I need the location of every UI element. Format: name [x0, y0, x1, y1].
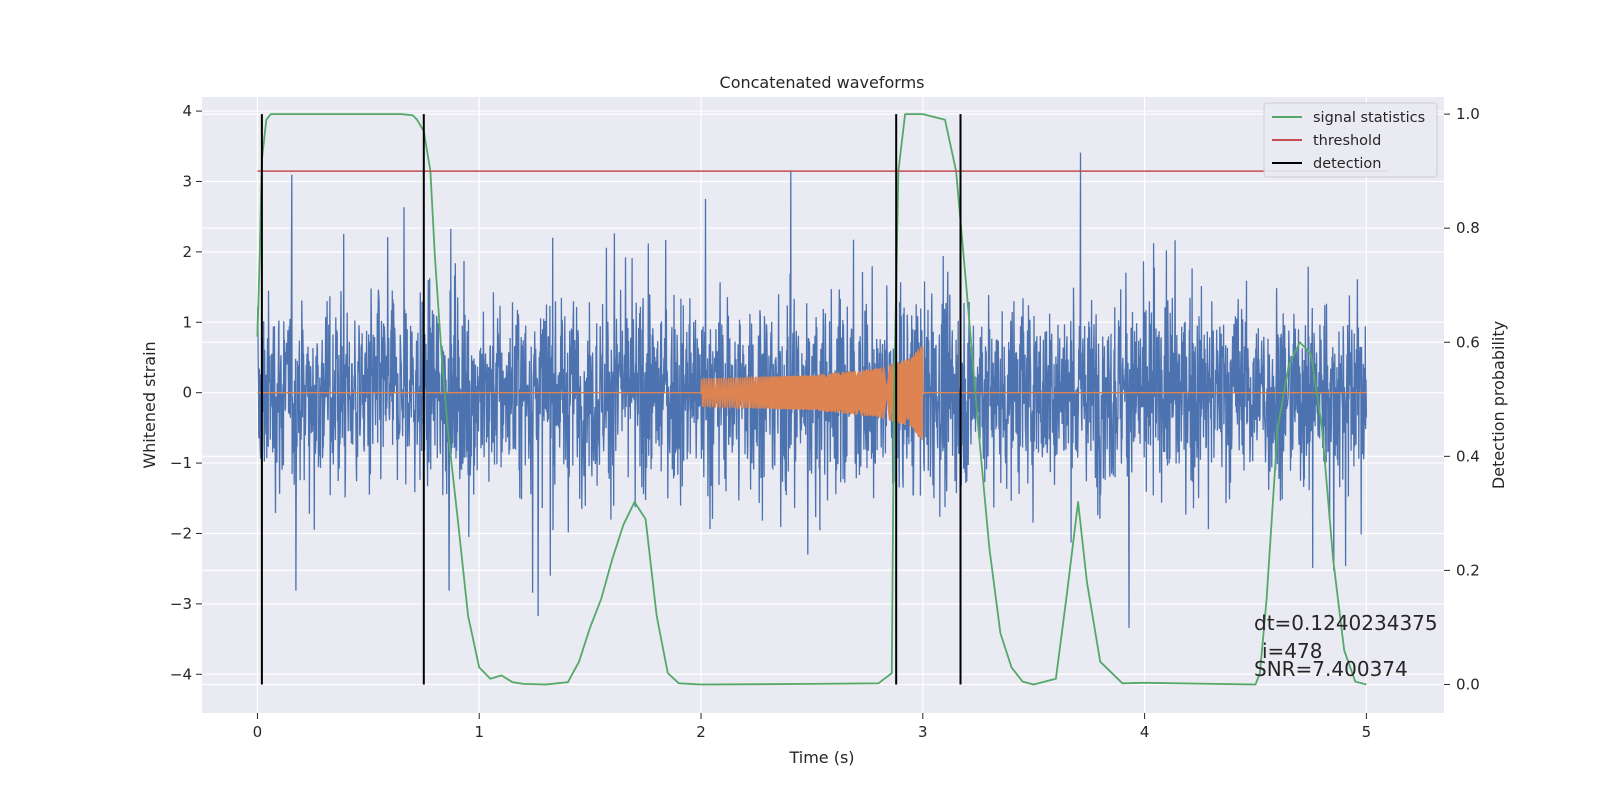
signal-statistics-line	[256, 113, 1367, 686]
legend-label: threshold	[1313, 133, 1381, 149]
y2-tick-label: 0.2	[1456, 561, 1480, 579]
y-tick-label: 3	[182, 172, 192, 190]
y2-tick-label: 0.0	[1456, 675, 1480, 693]
strain-line	[256, 152, 1368, 628]
x-tick-label: 2	[696, 723, 706, 741]
y-tick-label: 4	[182, 102, 192, 120]
y-tick-label: 2	[182, 243, 192, 261]
y2-tick-label: 1.0	[1456, 105, 1480, 123]
legend-box	[1263, 102, 1438, 178]
signal-statistics-series	[256, 113, 1367, 686]
y2-tick-label: 0.6	[1456, 333, 1480, 351]
axes: 0 1 2 3 4 5 −4 −3 −2 −1 0 1 2 3 4 0.0 0.2 0.4 0.6 0.8 1.0	[170, 102, 1480, 741]
y-tick-label: 1	[182, 313, 192, 331]
x-axis-label: Time (s)	[788, 748, 854, 767]
legend-label: detection	[1313, 156, 1381, 172]
y2-axis-label: Detection probability	[1489, 321, 1508, 489]
chart-title: Concatenated waveforms	[720, 73, 925, 92]
annotation-dt: dt=0.1240234375	[1254, 611, 1438, 635]
y-axis-label: Whitened strain	[140, 341, 159, 468]
y-tick-label: 0	[182, 384, 192, 402]
y2-tick-label: 0.4	[1456, 447, 1480, 465]
y-tick-label: −4	[170, 665, 192, 683]
y2-tick-label: 0.8	[1456, 219, 1480, 237]
legend-label: signal statistics	[1313, 110, 1425, 126]
y-tick-label: −3	[170, 595, 192, 613]
annotation-snr: SNR=7.400374	[1254, 657, 1408, 681]
x-tick-label: 3	[918, 723, 928, 741]
template-series	[257, 346, 1367, 441]
y-tick-label: −1	[170, 454, 192, 472]
x-tick-label: 5	[1362, 723, 1372, 741]
detection-series	[260, 114, 962, 685]
x-tick-label: 1	[474, 723, 484, 741]
legend: signal statistics threshold detection	[1263, 102, 1438, 178]
strain-series	[256, 152, 1368, 628]
x-tick-label: 0	[253, 723, 263, 741]
x-tick-label: 4	[1140, 723, 1150, 741]
template-line	[257, 346, 1367, 441]
y-tick-label: −2	[170, 524, 192, 542]
annotation-i: i=478	[1262, 639, 1323, 663]
